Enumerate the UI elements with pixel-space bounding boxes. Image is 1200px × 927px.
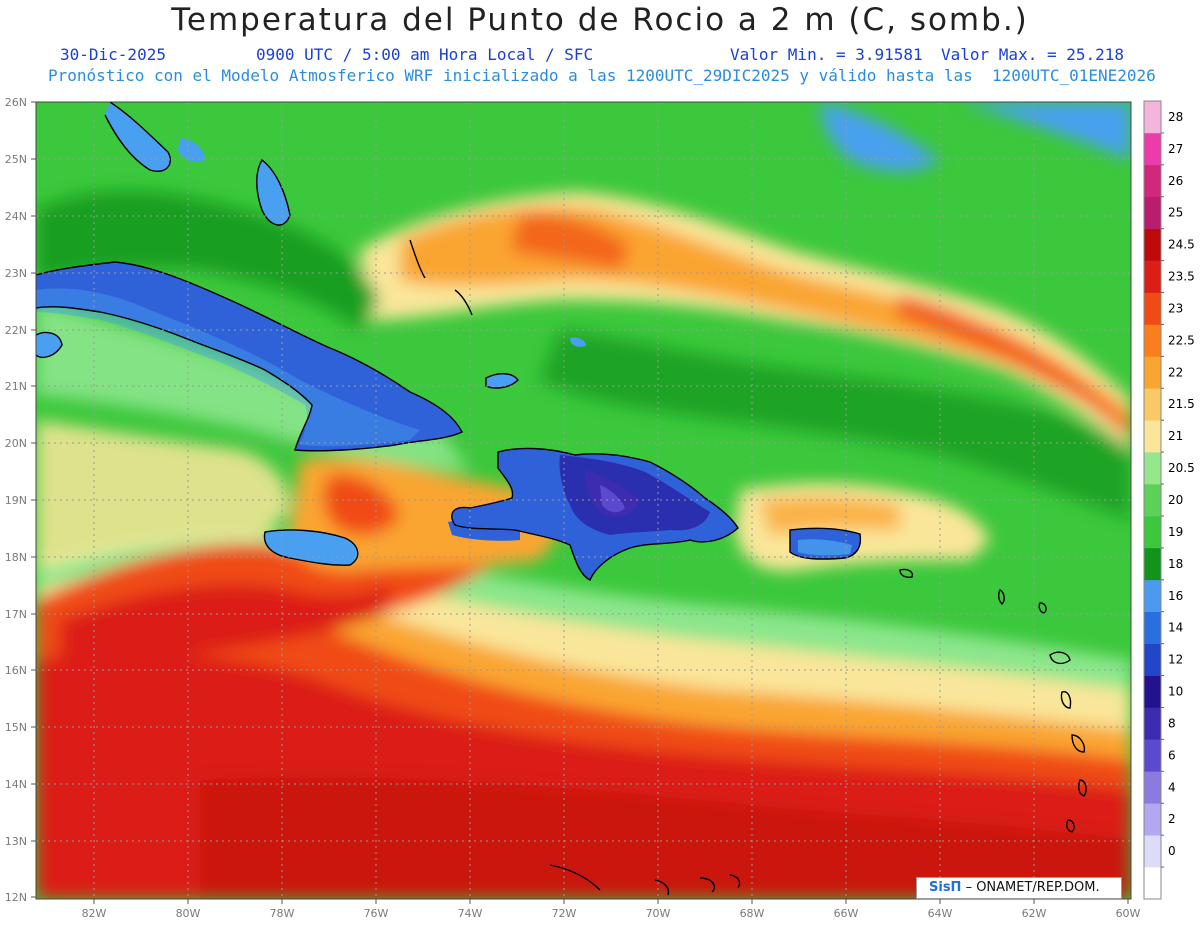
colorbar-swatch — [1144, 643, 1161, 676]
lon-label: 60W — [1116, 907, 1141, 920]
colorbar-swatch — [1144, 835, 1161, 868]
lat-label: 18N — [5, 551, 27, 564]
colorbar-swatch — [1144, 547, 1161, 581]
lat-label: 13N — [5, 835, 27, 848]
lat-label: 19N — [5, 494, 27, 507]
lon-label: 66W — [834, 907, 859, 920]
colorbar-swatch — [1144, 611, 1161, 644]
colorbar-swatch — [1144, 164, 1161, 198]
colorbar-label: 22.5 — [1168, 333, 1195, 347]
latitude-axis: 26N 25N 24N 23N 22N 21N 20N 19N 18N 17N … — [5, 96, 36, 904]
longitude-axis: 82W 80W 78W 76W 74W 72W 70W 68W 66W 64W … — [82, 899, 1141, 920]
lat-label: 25N — [5, 153, 27, 166]
colorbar-swatch — [1144, 707, 1161, 740]
lat-label: 12N — [5, 891, 27, 904]
lon-label: 76W — [364, 907, 389, 920]
lat-label: 26N — [5, 96, 27, 109]
lon-label: 72W — [552, 907, 577, 920]
colorbar-swatch — [1144, 675, 1161, 708]
lat-label: 24N — [5, 210, 27, 223]
colorbar-swatch — [1144, 771, 1161, 804]
jamaica-cool-area — [264, 530, 358, 566]
florida-cool-area — [105, 102, 171, 172]
colorbar-swatch — [1144, 420, 1161, 453]
max-value-label: Valor Max. = 25.218 — [941, 45, 1125, 64]
hispaniola-cool-area — [448, 448, 738, 580]
coastlines — [36, 102, 1087, 896]
lat-label: 14N — [5, 778, 27, 791]
colorbar-frame — [1143, 100, 1162, 900]
lat-label: 22N — [5, 324, 27, 337]
colorbar-swatch — [1144, 292, 1161, 325]
sispi-logo: SisΠ — [929, 880, 962, 895]
colorbar-label: 10 — [1168, 685, 1183, 699]
colorbar-swatch — [1144, 515, 1161, 549]
credit-text: – ONAMET/REP.DOM. — [961, 880, 1100, 895]
forecast-time-info: 0900 UTC / 5:00 am Hora Local / SFC — [256, 45, 594, 64]
lat-label: 21N — [5, 380, 27, 393]
dewpoint-field — [36, 102, 1131, 899]
colorbar: 0 2 4 6 8 10 12 14 16 18 19 20 20.5 21 21.5 22 22.5 23 23.… — [1143, 100, 1195, 900]
lat-label: 20N — [5, 437, 27, 450]
colorbar-label: 4 — [1168, 780, 1176, 794]
cuba-cool-area — [36, 262, 462, 451]
lon-label: 68W — [740, 907, 765, 920]
colorbar-label: 21 — [1168, 429, 1183, 443]
colorbar-label: 14 — [1168, 621, 1183, 635]
colorbar-swatch — [1144, 452, 1161, 485]
colorbar-label: 6 — [1168, 748, 1176, 762]
colorbar-label: 20.5 — [1168, 461, 1195, 475]
forecast-date: 30-Dic-2025 — [60, 45, 166, 64]
colorbar-label: 21.5 — [1168, 397, 1195, 411]
lon-label: 62W — [1022, 907, 1047, 920]
colorbar-swatch — [1144, 324, 1161, 357]
lat-label: 16N — [5, 664, 27, 677]
colorbar-swatch — [1144, 260, 1161, 293]
min-value-label: Valor Min. = 3.91581 — [730, 45, 923, 64]
colorbar-swatch — [1144, 803, 1161, 836]
model-info-line: Pronóstico con el Modelo Atmosferico WRF… — [48, 66, 1156, 85]
lon-label: 82W — [82, 907, 107, 920]
colorbar-swatch — [1144, 579, 1161, 613]
colorbar-label: 28 — [1168, 110, 1183, 124]
colorbar-label: 25 — [1168, 206, 1183, 220]
colorbar-label: 24.5 — [1168, 238, 1195, 252]
colorbar-label: 12 — [1168, 653, 1183, 667]
lon-label: 64W — [928, 907, 953, 920]
lat-label: 15N — [5, 721, 27, 734]
lon-label: 78W — [270, 907, 295, 920]
lon-label: 70W — [646, 907, 671, 920]
colorbar-swatch — [1144, 132, 1161, 166]
colorbar-label: 26 — [1168, 174, 1183, 188]
lat-label: 17N — [5, 608, 27, 621]
map-title: Temperatura del Punto de Rocio a 2 m (C,… — [171, 2, 1029, 38]
colorbar-swatch — [1144, 356, 1161, 389]
credit-box: SisΠ – ONAMET/REP.DOM. — [916, 877, 1122, 899]
lon-label: 74W — [458, 907, 483, 920]
colorbar-swatch — [1144, 196, 1161, 229]
colorbar-swatch — [1144, 101, 1161, 134]
colorbar-label: 18 — [1168, 557, 1183, 571]
lat-label: 23N — [5, 267, 27, 280]
colorbar-label: 2 — [1168, 812, 1176, 826]
colorbar-label: 8 — [1168, 716, 1176, 730]
colorbar-swatch — [1144, 484, 1161, 517]
colorbar-label: 19 — [1168, 525, 1183, 539]
graticule — [36, 102, 1131, 899]
colorbar-swatch — [1144, 388, 1161, 421]
colorbar-label: 27 — [1168, 142, 1183, 156]
colorbar-label: 0 — [1168, 844, 1176, 858]
colorbar-swatch — [1144, 228, 1161, 261]
colorbar-label: 20 — [1168, 493, 1183, 507]
colorbar-label: 16 — [1168, 589, 1183, 603]
colorbar-label: 22 — [1168, 365, 1183, 379]
lon-label: 80W — [176, 907, 201, 920]
colorbar-label: 23 — [1168, 301, 1183, 315]
colorbar-label: 23.5 — [1168, 270, 1195, 284]
colorbar-swatch — [1144, 739, 1161, 772]
colorbar-swatch — [1144, 867, 1161, 900]
